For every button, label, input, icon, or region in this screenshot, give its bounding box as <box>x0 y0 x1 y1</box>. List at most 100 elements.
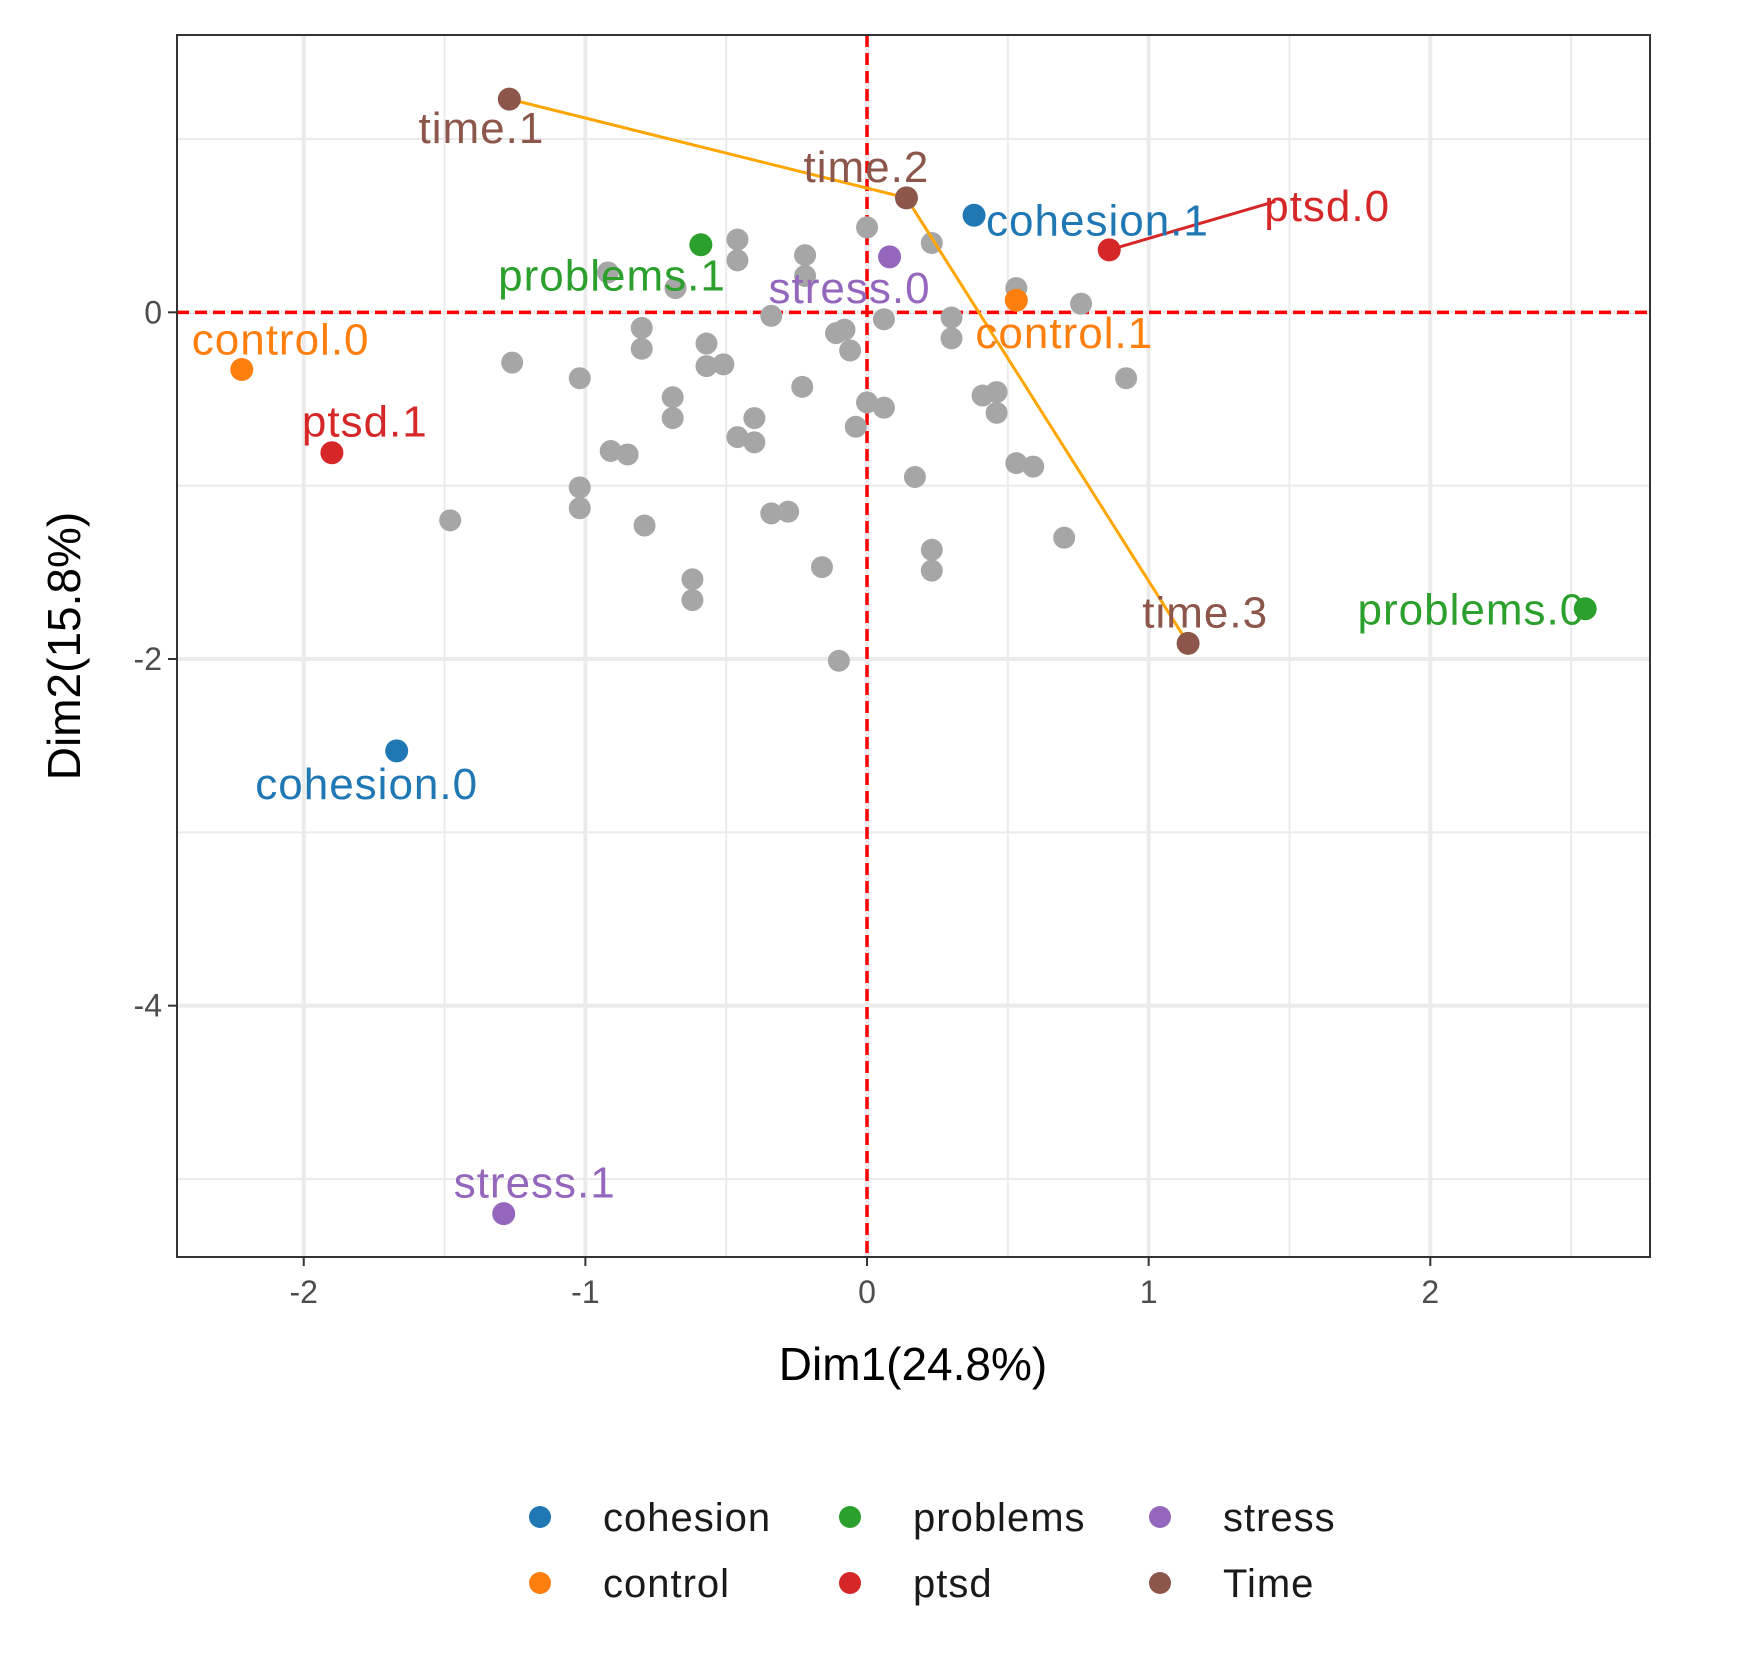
individual-point <box>568 367 591 390</box>
individual-point <box>872 308 895 331</box>
x-tick-label: 2 <box>1421 1274 1439 1310</box>
individual-point <box>791 375 814 398</box>
individual-point <box>777 500 800 523</box>
individuals-layer <box>439 216 1138 672</box>
category-point-problems-0 <box>1573 597 1597 621</box>
reference-lines <box>177 35 1650 1257</box>
x-tick-label: 0 <box>858 1274 876 1310</box>
individual-point <box>743 407 766 430</box>
individual-point <box>726 426 749 449</box>
category-point-control-0 <box>230 358 254 382</box>
individual-point <box>827 649 850 672</box>
individual-point <box>1053 526 1076 549</box>
legend: cohesion problems stress control ptsd Time <box>529 1496 1336 1606</box>
category-point-cohesion-0 <box>385 739 409 763</box>
individual-point <box>1005 452 1028 475</box>
category-label-time-2: time.2 <box>804 143 930 192</box>
legend-key-ptsd <box>839 1572 861 1594</box>
plot-background <box>177 35 1650 1257</box>
individual-point <box>856 391 879 414</box>
category-label-time-1: time.1 <box>419 104 545 153</box>
individual-point <box>940 306 963 329</box>
individual-point <box>726 228 749 251</box>
individual-point <box>794 244 817 267</box>
category-label-time-3: time.3 <box>1142 588 1268 637</box>
individual-point <box>630 337 653 360</box>
category-label-ptsd-0: ptsd.0 <box>1264 182 1390 231</box>
individual-point <box>695 355 718 378</box>
individual-point <box>712 353 735 376</box>
individual-point <box>903 466 926 488</box>
y-tick-label: -2 <box>134 641 162 677</box>
individual-point <box>833 318 856 341</box>
legend-label-ptsd: ptsd <box>913 1562 993 1606</box>
individual-point <box>1070 292 1093 315</box>
legend-key-time <box>1149 1572 1171 1594</box>
individual-point <box>681 568 704 591</box>
legend-key-control <box>529 1572 551 1594</box>
category-point-problems-1 <box>689 233 713 257</box>
plot-border <box>176 34 1651 1258</box>
category-label-stress-1: stress.1 <box>454 1159 616 1208</box>
individual-point <box>695 332 718 355</box>
trajectory-arrow <box>508 97 909 201</box>
individual-point <box>1115 367 1138 390</box>
category-point-time-1 <box>497 87 521 111</box>
legend-label-time: Time <box>1223 1562 1314 1606</box>
category-point-time-3 <box>1176 631 1200 655</box>
individual-point <box>568 476 591 499</box>
individual-point <box>920 559 943 582</box>
trajectory-arrow <box>905 197 1190 646</box>
individual-point <box>501 351 524 374</box>
individual-point <box>616 443 639 466</box>
category-point-time-2 <box>894 186 918 210</box>
x-tick-label: -1 <box>571 1274 599 1310</box>
individual-point <box>630 316 653 339</box>
individual-point <box>439 509 462 532</box>
category-point-ptsd-0 <box>1097 238 1121 262</box>
individual-point <box>985 401 1008 424</box>
legend-key-cohesion <box>529 1506 551 1528</box>
category-label-stress-0: stress.0 <box>769 264 931 313</box>
category-point-ptsd-1 <box>320 441 344 465</box>
individual-point <box>794 264 817 287</box>
category-labels-layer: time.1 time.2 time.3 cohesion.1 cohesion.0 pt… <box>192 104 1586 1208</box>
individual-point <box>568 497 591 520</box>
category-point-cohesion-1 <box>962 203 986 227</box>
category-point-stress-1 <box>492 1202 516 1226</box>
x-axis-title: Dim1(24.8%) <box>779 1338 1047 1390</box>
legend-label-problems: problems <box>913 1496 1086 1540</box>
legend-label-stress: stress <box>1223 1496 1336 1540</box>
individual-point <box>760 304 783 327</box>
individual-point <box>760 502 783 525</box>
individual-point <box>633 514 656 537</box>
trajectory-arrow <box>1108 199 1276 252</box>
category-label-control-0: control.0 <box>192 316 370 365</box>
individual-point <box>664 277 687 300</box>
individual-point <box>844 415 867 438</box>
individual-point <box>1022 455 1045 478</box>
category-point-control-1 <box>1004 288 1028 312</box>
axis-ticks: -2 -1 0 1 2 0 -2 -4 <box>134 294 1440 1310</box>
individual-point <box>920 538 943 561</box>
legend-key-stress <box>1149 1506 1171 1528</box>
individual-point <box>856 216 879 239</box>
category-points-layer <box>230 87 1597 1226</box>
legend-label-control: control <box>603 1562 730 1606</box>
grid-minor <box>177 35 1650 1257</box>
individual-point <box>985 381 1008 404</box>
y-tick-label: 0 <box>144 294 162 330</box>
legend-key-problems <box>839 1506 861 1528</box>
individual-point <box>661 386 684 409</box>
category-point-stress-0 <box>878 245 902 269</box>
category-label-problems-0: problems.0 <box>1358 586 1586 635</box>
individual-point <box>743 431 766 454</box>
individual-point <box>810 556 833 579</box>
individual-point <box>681 589 704 612</box>
arrows-layer <box>508 97 1276 646</box>
individual-point <box>596 261 619 284</box>
y-tick-label: -4 <box>134 988 162 1024</box>
individual-point <box>661 407 684 430</box>
x-tick-label: -2 <box>290 1274 318 1310</box>
